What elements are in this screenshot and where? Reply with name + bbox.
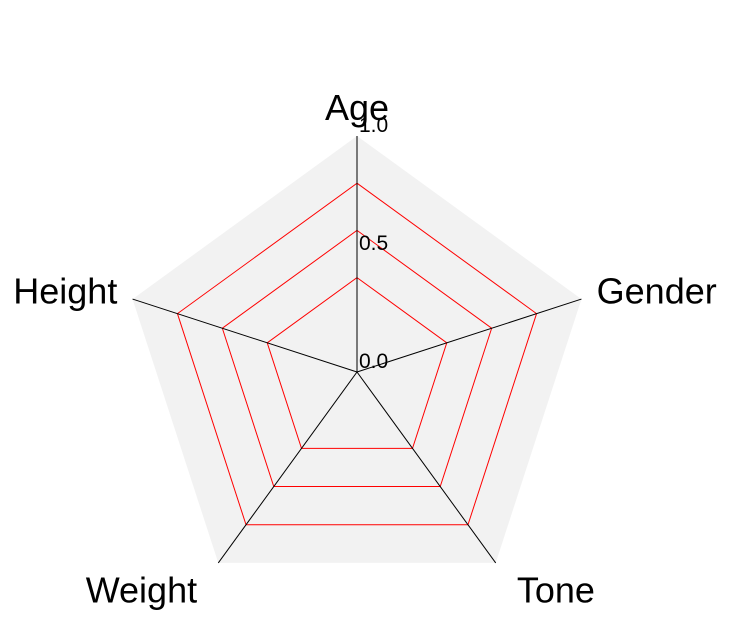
- axis-label-height: Height: [13, 271, 117, 312]
- axis-label-weight: Weight: [86, 569, 197, 610]
- axis-label-tone: Tone: [517, 569, 595, 610]
- axis-line-weight: [217, 371, 358, 564]
- axis-line-tone: [356, 371, 497, 564]
- axis-line-gender: [356, 298, 582, 373]
- series-polygon-2: [266, 276, 448, 449]
- axis-label-age: Age: [325, 87, 389, 128]
- series-polygon-0: [176, 182, 538, 526]
- axis-label-gender: Gender: [597, 271, 717, 312]
- tick-label-1: 0.5: [359, 232, 388, 255]
- series-polygon-1: [221, 229, 493, 488]
- axis-line-height: [132, 298, 358, 373]
- tick-label-2: 1.0: [359, 114, 388, 137]
- tick-label-0: 0.0: [359, 350, 388, 373]
